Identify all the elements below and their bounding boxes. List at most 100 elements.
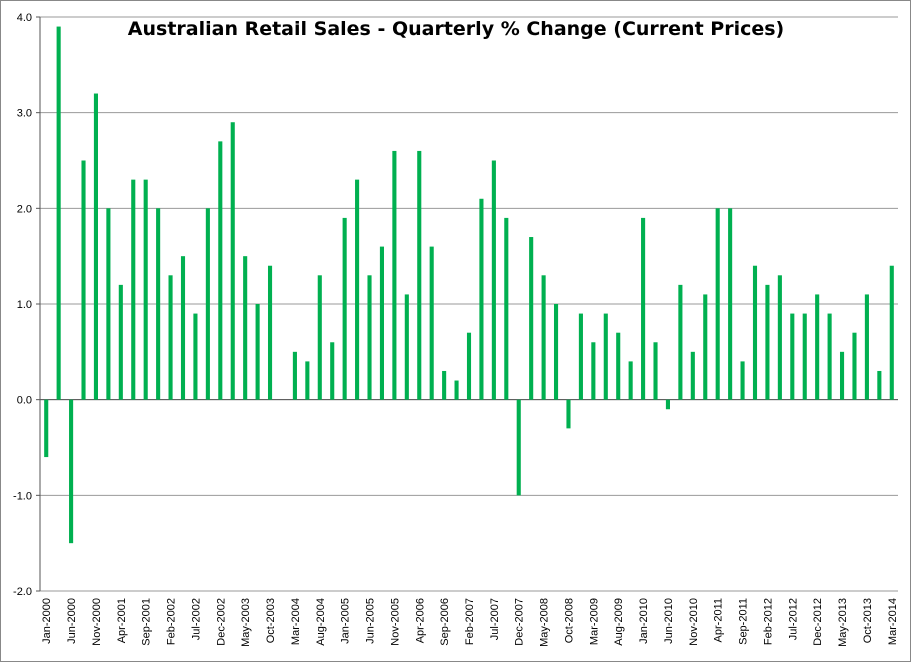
x-tick-label: Jan-2010 bbox=[638, 598, 650, 644]
bar bbox=[267, 265, 273, 400]
x-tick-label: Sep-2006 bbox=[439, 598, 451, 646]
bar bbox=[641, 217, 646, 400]
bar bbox=[864, 294, 869, 400]
bar bbox=[479, 198, 484, 400]
x-tick-label: Jun-2005 bbox=[365, 598, 377, 644]
bar bbox=[330, 342, 335, 400]
bar bbox=[815, 294, 820, 400]
x-tick-label: Aug-2009 bbox=[613, 598, 625, 646]
bar bbox=[230, 122, 235, 400]
bar bbox=[852, 332, 857, 400]
x-tick-label: Feb-2007 bbox=[464, 598, 476, 645]
bar bbox=[516, 399, 521, 496]
x-tick-label: Jul-2007 bbox=[489, 598, 501, 640]
bar bbox=[790, 313, 795, 400]
bar bbox=[404, 294, 409, 400]
x-tick-label: Dec-2007 bbox=[514, 598, 526, 646]
x-tick-label: Sep-2001 bbox=[141, 598, 153, 646]
bar bbox=[218, 141, 223, 400]
x-tick-label: Mar-2009 bbox=[588, 598, 600, 645]
bar bbox=[839, 351, 845, 400]
bar bbox=[305, 361, 310, 400]
bar bbox=[603, 313, 608, 400]
bar bbox=[255, 304, 260, 400]
bar bbox=[454, 380, 459, 400]
x-tick-label: Apr-2001 bbox=[116, 598, 128, 643]
bar bbox=[553, 304, 559, 400]
bar bbox=[442, 370, 447, 400]
y-tick-label: -1.0 bbox=[13, 490, 32, 502]
bar bbox=[355, 179, 360, 400]
bar bbox=[44, 399, 49, 458]
y-tick-label: 4.0 bbox=[17, 12, 32, 24]
bar bbox=[106, 208, 111, 400]
bar bbox=[504, 217, 509, 400]
y-tick-label: 3.0 bbox=[17, 108, 32, 120]
bar bbox=[379, 246, 384, 400]
bar bbox=[616, 332, 621, 400]
bar bbox=[491, 160, 496, 400]
x-tick-label: Feb-2002 bbox=[166, 598, 178, 645]
bar bbox=[143, 179, 148, 400]
bars bbox=[44, 26, 894, 544]
x-tick-label: Dec-2002 bbox=[215, 598, 227, 646]
bar bbox=[156, 208, 161, 400]
bar bbox=[392, 150, 397, 400]
x-tick-label: Dec-2012 bbox=[812, 598, 824, 646]
x-tick-label: May-2003 bbox=[240, 598, 252, 647]
x-tick-label: Jul-2002 bbox=[190, 598, 202, 640]
x-tick-label: Jan-2005 bbox=[340, 598, 352, 644]
bar bbox=[81, 160, 86, 400]
bar bbox=[367, 275, 372, 400]
x-tick-label: Aug-2004 bbox=[315, 598, 327, 646]
bar bbox=[653, 342, 658, 400]
x-tick-label: Jun-2000 bbox=[66, 598, 78, 644]
y-tick-label: 1.0 bbox=[17, 299, 32, 311]
bar bbox=[703, 294, 708, 400]
bar bbox=[429, 246, 434, 400]
x-tick-label: Apr-2006 bbox=[414, 598, 426, 643]
bar bbox=[877, 370, 882, 400]
bar bbox=[678, 284, 683, 400]
bar bbox=[69, 399, 74, 544]
x-tick-label: Oct-2003 bbox=[265, 598, 277, 643]
bar bbox=[752, 265, 758, 400]
bar bbox=[131, 179, 136, 400]
x-tick-label: May-2013 bbox=[837, 598, 849, 647]
bar bbox=[342, 217, 347, 400]
x-tick-label: Nov-2005 bbox=[389, 598, 401, 646]
chart-title: Australian Retail Sales - Quarterly % Ch… bbox=[128, 18, 784, 40]
bar bbox=[168, 275, 173, 400]
bar bbox=[193, 313, 198, 400]
y-tick-label: 2.0 bbox=[17, 203, 32, 215]
bar bbox=[690, 351, 695, 400]
bar bbox=[715, 208, 720, 400]
x-tick-label: Oct-2013 bbox=[862, 598, 874, 643]
y-tick-label: -2.0 bbox=[13, 586, 32, 598]
x-tick-label: May-2008 bbox=[539, 598, 551, 647]
bar bbox=[317, 275, 322, 400]
bar bbox=[541, 275, 546, 400]
bar bbox=[591, 342, 596, 400]
y-tick-label: 0.0 bbox=[17, 395, 32, 407]
bar bbox=[777, 275, 782, 400]
x-tick-label: Mar-2004 bbox=[290, 598, 302, 645]
x-tick-label: Jun-2010 bbox=[663, 598, 675, 644]
x-tick-label: Mar-2014 bbox=[887, 598, 899, 645]
x-tick-label: Nov-2010 bbox=[688, 598, 700, 646]
bar bbox=[466, 332, 472, 400]
bar bbox=[802, 313, 807, 400]
bar bbox=[578, 313, 583, 400]
bar bbox=[628, 361, 633, 400]
x-tick-label: Jan-2000 bbox=[41, 598, 53, 644]
bar bbox=[566, 399, 571, 429]
x-tick-label: Sep-2011 bbox=[738, 598, 750, 645]
bar bbox=[665, 399, 670, 410]
bar bbox=[56, 26, 61, 400]
x-tick-label: Nov-2000 bbox=[91, 598, 103, 646]
y-tick-labels: 4.0 3.0 2.0 1.0 0.0 -1.0 -2.0 bbox=[13, 12, 32, 598]
bar bbox=[740, 361, 745, 400]
bar bbox=[180, 256, 186, 400]
